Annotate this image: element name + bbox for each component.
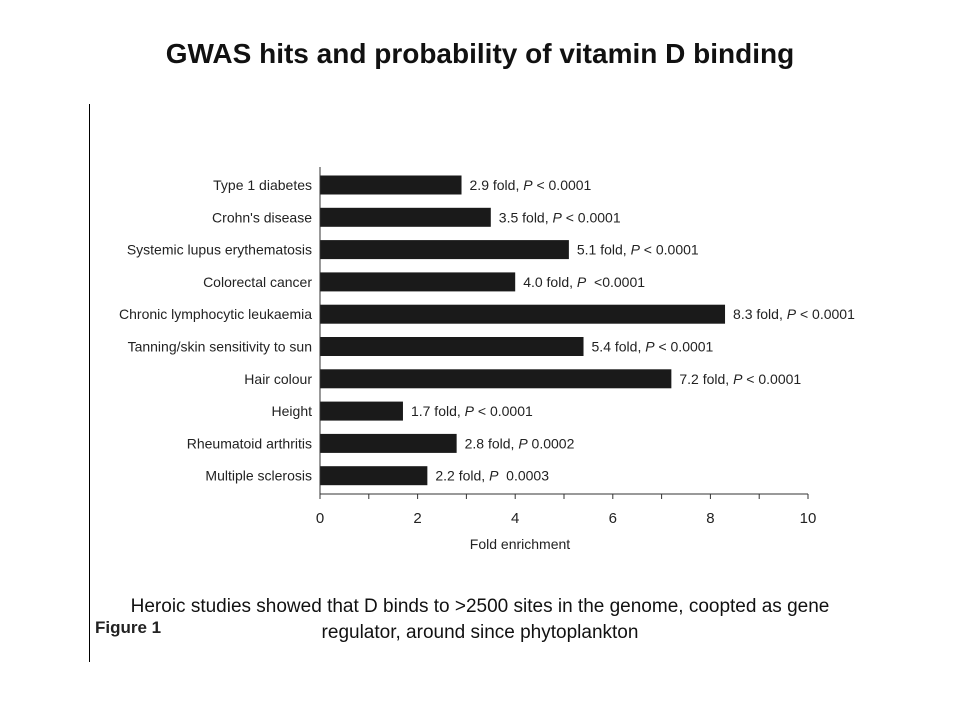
bar: [320, 272, 516, 292]
bar: [320, 369, 672, 389]
caption: Heroic studies showed that D binds to >2…: [0, 594, 960, 646]
category-label: Hair colour: [244, 371, 312, 387]
bar: [320, 304, 726, 324]
category-label: Rheumatoid arthritis: [187, 435, 312, 451]
x-tick-label: 0: [316, 510, 324, 527]
category-label: Colorectal cancer: [203, 274, 312, 290]
category-label: Type 1 diabetes: [213, 177, 312, 193]
bars-layer: Type 1 diabetes 2.9 fold, P < 0.0001 Crohn…: [119, 175, 855, 486]
figure-label: Figure 1: [95, 618, 162, 637]
data-label: 2.9 fold, P < 0.0001: [470, 177, 592, 193]
x-tick-label: 4: [511, 510, 519, 527]
category-label: Multiple sclerosis: [205, 468, 312, 484]
x-tick-label: 10: [800, 510, 817, 527]
x-tick-label: 2: [413, 510, 421, 527]
x-axis: 0 2 4 6 8 10: [316, 167, 817, 527]
data-label: 5.1 fold, P < 0.0001: [577, 242, 699, 258]
category-label: Chronic lymphocytic leukaemia: [119, 306, 312, 322]
data-label: 4.0 fold, P <0.0001: [523, 274, 645, 290]
data-label: 2.2 fold, P 0.0003: [435, 468, 549, 484]
data-label: 5.4 fold, P < 0.0001: [592, 339, 714, 355]
bar: [320, 466, 428, 486]
bar: [320, 240, 569, 260]
bar: [320, 337, 584, 356]
data-label: 8.3 fold, P < 0.0001: [733, 306, 855, 322]
category-label: Height: [272, 403, 313, 419]
x-tick-label: 8: [706, 510, 714, 527]
data-label: 1.7 fold, P < 0.0001: [411, 403, 533, 419]
vertical-divider: [89, 104, 90, 662]
caption-line-2: regulator, around since phytoplankton: [321, 622, 639, 643]
x-tick-label: 6: [609, 510, 617, 527]
bar: [320, 401, 403, 421]
slide-title: GWAS hits and probability of vitamin D b…: [165, 38, 795, 69]
category-label: Systemic lupus erythematosis: [127, 242, 312, 258]
caption-line-1: Heroic studies showed that D binds to >2…: [130, 596, 830, 617]
bar: [320, 207, 491, 227]
data-label: 7.2 fold, P < 0.0001: [679, 371, 801, 387]
bar: [320, 433, 457, 453]
data-label: 3.5 fold, P < 0.0001: [499, 209, 621, 225]
category-label: Tanning/skin sensitivity to sun: [128, 339, 312, 355]
category-label: Crohn's disease: [212, 209, 312, 225]
bar: [320, 175, 462, 195]
data-label: 2.8 fold, P 0.0002: [465, 435, 575, 451]
x-axis-label: Fold enrichment: [470, 536, 570, 552]
